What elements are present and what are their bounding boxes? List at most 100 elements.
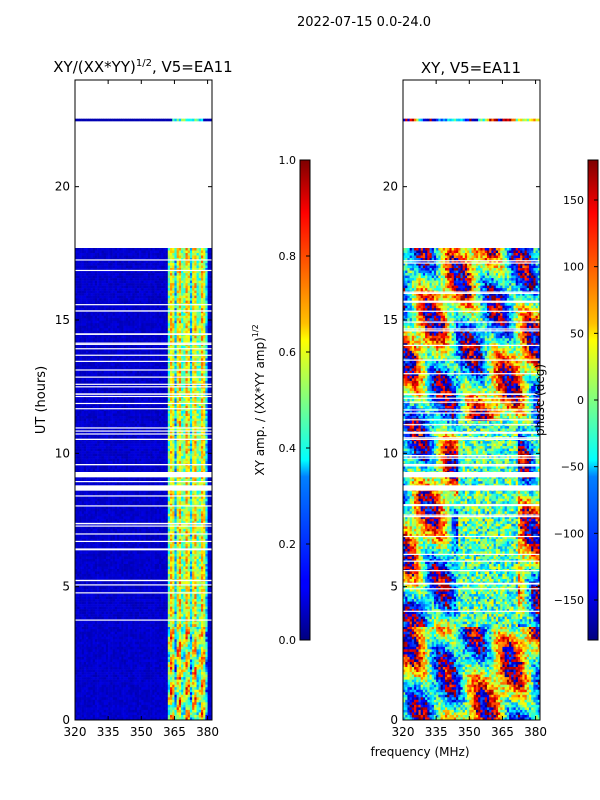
amp-cell xyxy=(103,270,107,274)
amp-cell xyxy=(88,667,91,670)
amp-cell xyxy=(86,644,89,648)
amp-cell xyxy=(192,260,195,264)
amp-cell xyxy=(99,265,102,269)
amp-cell xyxy=(145,348,149,352)
amp-cell xyxy=(110,313,113,317)
amp-cell xyxy=(172,325,175,329)
amp-cell xyxy=(170,712,173,716)
amp-cell xyxy=(116,674,120,678)
amp-cell xyxy=(103,293,107,296)
amp-cell xyxy=(125,308,129,311)
amp-cell xyxy=(196,699,200,703)
amp-cell xyxy=(112,694,116,698)
amp-cell xyxy=(101,636,105,640)
amp-cell xyxy=(178,273,182,276)
amp-cell xyxy=(207,345,211,349)
amp-cell xyxy=(103,682,107,685)
amp-cell xyxy=(141,639,144,643)
amp-cell xyxy=(123,310,127,314)
amp-cell xyxy=(90,679,93,683)
amp-cell xyxy=(132,295,135,299)
amp-cell xyxy=(147,320,151,324)
amp-cell xyxy=(105,305,109,309)
amp-cell xyxy=(83,308,87,311)
amp-cell xyxy=(189,288,193,291)
amp-cell xyxy=(110,308,113,311)
amp-cell xyxy=(90,295,93,299)
amp-cell xyxy=(178,248,182,251)
amp-cell xyxy=(192,667,195,670)
amp-cell xyxy=(130,644,133,648)
amp-cell xyxy=(75,260,78,264)
amp-cell xyxy=(181,692,184,696)
amp-cell xyxy=(143,330,147,334)
amp-cell xyxy=(150,350,153,354)
amp-cell xyxy=(194,273,197,276)
amp-cell xyxy=(132,699,135,703)
amp-cell xyxy=(183,707,186,711)
amp-cell xyxy=(92,659,96,663)
amp-cell xyxy=(189,664,193,668)
amp-cell xyxy=(143,679,147,683)
amp-cell xyxy=(134,338,138,342)
amp-cell xyxy=(200,714,204,718)
amp-cell xyxy=(192,350,195,354)
amp-cell xyxy=(183,636,186,640)
amp-cell xyxy=(203,677,206,680)
amp-cell xyxy=(92,636,96,640)
amp-cell xyxy=(114,340,118,344)
amp-cell xyxy=(176,308,180,311)
amp-cell xyxy=(134,667,138,670)
amp-cell xyxy=(108,636,111,640)
amp-cell xyxy=(194,348,197,352)
amp-cell xyxy=(77,702,80,706)
amp-cell xyxy=(203,275,206,279)
amp-cell xyxy=(130,636,133,640)
amp-cell xyxy=(90,315,93,319)
amp-cell xyxy=(152,285,155,289)
amp-cell xyxy=(207,667,211,670)
amp-cell xyxy=(121,644,124,648)
amp-cell xyxy=(119,318,122,322)
amp-cell xyxy=(114,661,118,665)
amp-cell xyxy=(194,315,197,319)
amp-cell xyxy=(116,318,120,322)
amp-cell xyxy=(161,672,164,675)
amp-cell xyxy=(139,634,142,638)
amp-cell xyxy=(90,707,93,711)
amp-cell xyxy=(189,659,193,663)
amp-cell xyxy=(194,310,197,314)
amp-cell xyxy=(94,330,98,334)
amp-cell xyxy=(152,340,155,344)
amp-cell xyxy=(194,338,197,342)
amp-cell xyxy=(165,260,169,264)
amp-cell xyxy=(178,692,182,696)
amp-cell xyxy=(130,260,133,264)
amp-cell xyxy=(192,712,195,716)
amp-cell xyxy=(77,275,80,279)
amp-cell xyxy=(86,714,89,718)
amp-cell xyxy=(99,626,102,630)
amp-cell xyxy=(114,654,118,658)
amp-cell xyxy=(108,340,111,344)
amp-cell xyxy=(181,649,184,653)
amp-cell xyxy=(77,629,80,633)
amp-cell xyxy=(154,280,158,284)
amp-cell xyxy=(150,674,153,678)
amp-cell xyxy=(203,641,206,645)
amp-cell xyxy=(158,692,162,696)
amp-cell xyxy=(194,667,197,670)
amp-cell xyxy=(165,338,169,342)
amp-cell xyxy=(165,283,169,286)
amp-cell xyxy=(132,263,135,266)
amp-cell xyxy=(189,268,193,271)
amp-cell xyxy=(119,684,122,688)
amp-cell xyxy=(154,253,158,256)
amp-cell xyxy=(116,689,120,693)
amp-cell xyxy=(86,265,89,269)
amp-cell xyxy=(158,315,162,319)
amp-cell xyxy=(101,677,105,680)
amp-cell xyxy=(110,338,113,342)
amp-cell xyxy=(172,270,175,274)
amp-cell xyxy=(112,679,116,683)
